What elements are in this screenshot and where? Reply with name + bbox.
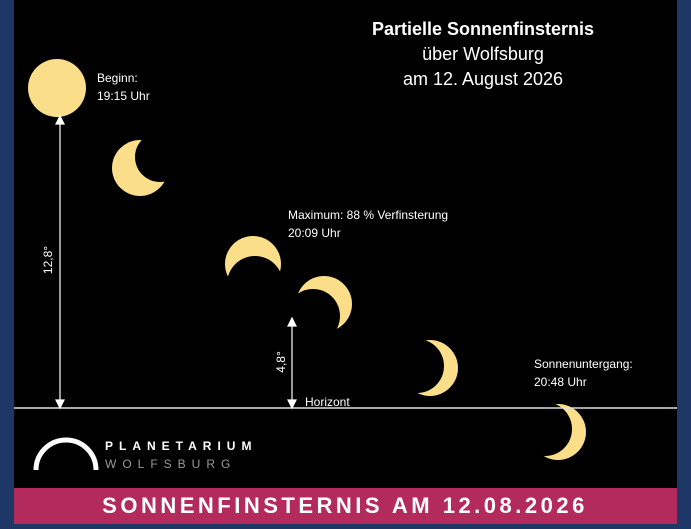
page: {"title": {"line1": "Partielle Sonnenfin… xyxy=(0,0,691,524)
subtitle: am 12. August 2026 xyxy=(403,69,563,89)
infographic: 12,8° 4,8° Horizont Partielle Sonnenfins… xyxy=(0,0,691,524)
angle-label: 4,8° xyxy=(274,351,288,373)
moon xyxy=(227,256,283,312)
banner-text: SONNENFINSTERNIS AM 12.08.2026 xyxy=(102,493,588,518)
logo-subtext: WOLFSBURG xyxy=(105,457,236,471)
event-time: 20:48 Uhr xyxy=(534,375,587,389)
moon xyxy=(135,132,185,182)
event-label: Sonnenuntergang: xyxy=(534,357,633,371)
horizon-label: Horizont xyxy=(305,395,350,409)
title: Partielle Sonnenfinsternis xyxy=(372,19,594,39)
sun-full xyxy=(28,59,86,117)
event-label: Maximum: 88 % Verfinsterung xyxy=(288,208,448,222)
event-time: 19:15 Uhr xyxy=(97,89,150,103)
logo-text: PLANETARIUM xyxy=(105,439,257,453)
moon xyxy=(390,339,444,393)
moon xyxy=(286,289,340,343)
subtitle: über Wolfsburg xyxy=(422,44,544,64)
event-time: 20:09 Uhr xyxy=(288,226,341,240)
event-label: Beginn: xyxy=(97,71,138,85)
angle-label: 12,8° xyxy=(41,246,55,274)
